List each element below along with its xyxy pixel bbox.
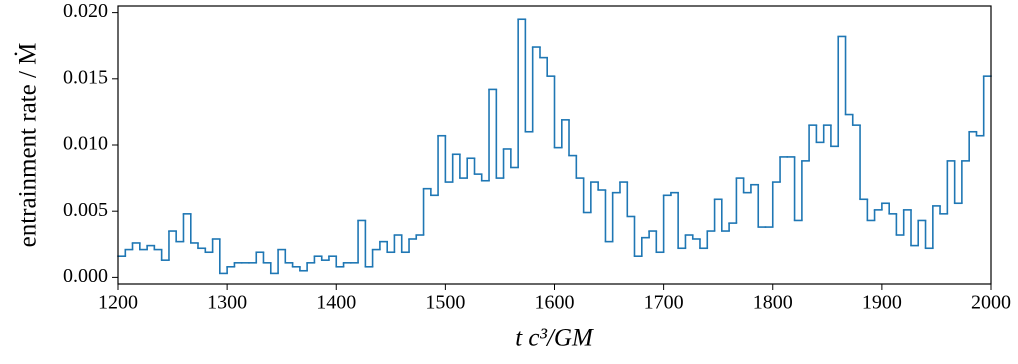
x-tick-label: 1400 <box>316 292 356 314</box>
x-tick-label: 2000 <box>971 292 1011 314</box>
x-tick-label: 1200 <box>98 292 138 314</box>
x-tick-label: 1800 <box>753 292 793 314</box>
x-tick-label: 1900 <box>862 292 902 314</box>
y-tick-label: 0.015 <box>63 66 108 88</box>
x-tick-label: 1700 <box>644 292 684 314</box>
y-tick-label: 0.020 <box>63 0 108 22</box>
plot-frame <box>117 5 992 285</box>
y-tick-label: 0.010 <box>63 133 108 155</box>
y-tick-label: 0.000 <box>63 265 108 287</box>
x-axis-label: t c³/GM <box>515 325 594 352</box>
y-axis-label: entrainment rate / Ṁ <box>15 43 42 248</box>
x-tick-label: 1300 <box>207 292 247 314</box>
x-tick-label: 1600 <box>535 292 575 314</box>
x-tick-label: 1500 <box>425 292 465 314</box>
y-tick-label: 0.005 <box>63 199 108 221</box>
